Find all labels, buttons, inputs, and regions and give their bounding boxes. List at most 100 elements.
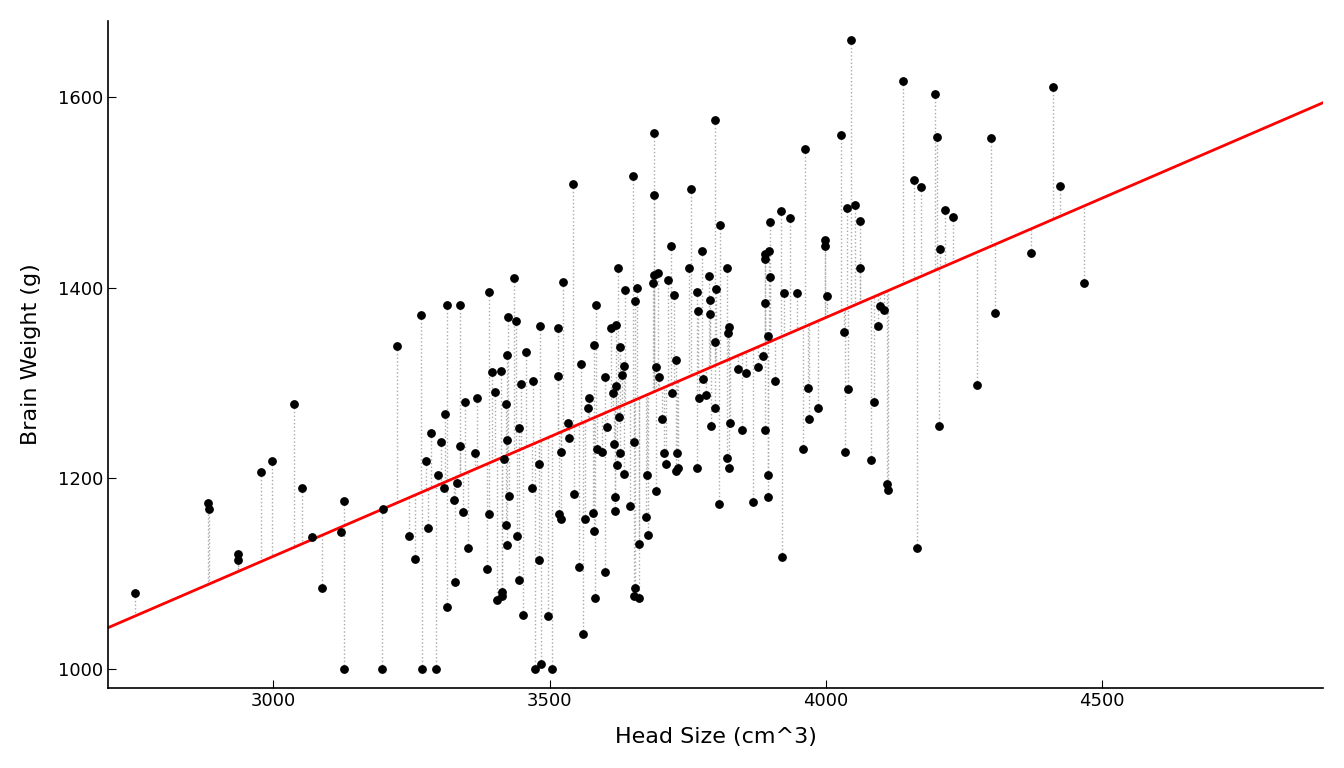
Point xyxy=(505,314,527,326)
Point xyxy=(421,427,442,439)
Point xyxy=(966,379,988,391)
Point xyxy=(628,538,649,550)
Point xyxy=(548,508,570,521)
Point xyxy=(606,458,628,471)
Point xyxy=(716,261,738,273)
Point xyxy=(836,201,857,214)
Point xyxy=(415,455,437,467)
Point xyxy=(622,170,644,182)
Point xyxy=(609,411,630,423)
Point xyxy=(742,495,763,508)
Point xyxy=(292,482,313,494)
Point xyxy=(198,502,219,515)
Point xyxy=(405,552,426,564)
Point xyxy=(251,466,273,478)
Point xyxy=(597,422,618,434)
Y-axis label: Brain Weight (g): Brain Weight (g) xyxy=(22,263,40,445)
Point xyxy=(833,326,855,338)
Point xyxy=(661,386,683,399)
Point xyxy=(719,321,741,333)
Point xyxy=(227,554,249,567)
Point xyxy=(538,610,559,622)
Point xyxy=(602,387,624,399)
Point xyxy=(496,349,517,361)
Point xyxy=(528,458,550,470)
Point xyxy=(663,289,684,301)
Point xyxy=(524,663,546,675)
Point xyxy=(481,366,503,378)
Point xyxy=(582,507,603,519)
Point xyxy=(452,505,473,518)
Point xyxy=(692,372,714,385)
Point xyxy=(716,452,738,465)
Point xyxy=(797,382,818,394)
Point xyxy=(754,296,775,309)
Point xyxy=(434,407,456,419)
Point xyxy=(754,253,775,265)
Point xyxy=(476,563,497,575)
Point xyxy=(466,392,488,404)
Point xyxy=(763,375,785,387)
Point xyxy=(644,127,665,139)
Point xyxy=(770,205,792,217)
Point xyxy=(934,204,956,216)
Point xyxy=(708,498,730,511)
Point xyxy=(759,271,781,283)
Point xyxy=(312,581,333,594)
Point xyxy=(449,299,470,311)
Point xyxy=(636,511,657,523)
X-axis label: Head Size (cm^3): Head Size (cm^3) xyxy=(614,727,816,747)
Point xyxy=(876,478,898,490)
Point xyxy=(620,500,641,512)
Point xyxy=(552,276,574,288)
Point xyxy=(425,663,446,675)
Point xyxy=(411,663,433,675)
Point xyxy=(503,272,524,284)
Point xyxy=(505,529,527,541)
Point xyxy=(521,482,543,494)
Point xyxy=(496,434,517,446)
Point xyxy=(868,319,890,332)
Point xyxy=(860,454,882,466)
Point xyxy=(687,462,708,475)
Point xyxy=(603,505,625,517)
Point xyxy=(386,340,407,353)
Point xyxy=(688,392,710,405)
Point xyxy=(601,322,622,334)
Point xyxy=(578,402,599,415)
Point xyxy=(487,594,508,607)
Point xyxy=(301,531,323,543)
Point xyxy=(624,591,645,603)
Point xyxy=(831,129,852,141)
Point xyxy=(758,244,780,257)
Point xyxy=(478,286,500,299)
Point xyxy=(642,189,664,201)
Point xyxy=(628,592,649,604)
Point xyxy=(691,245,712,257)
Point xyxy=(710,219,731,231)
Point xyxy=(706,283,727,296)
Point xyxy=(227,548,249,561)
Point xyxy=(637,528,659,541)
Point xyxy=(716,326,738,339)
Point xyxy=(614,283,636,296)
Point xyxy=(727,363,749,376)
Point xyxy=(508,574,530,587)
Point xyxy=(465,446,487,458)
Point xyxy=(1020,247,1042,259)
Point xyxy=(930,243,952,255)
Point xyxy=(430,436,452,449)
Point xyxy=(648,266,669,279)
Point xyxy=(550,512,571,525)
Point xyxy=(687,305,708,317)
Point xyxy=(499,489,520,502)
Point xyxy=(680,184,702,196)
Point xyxy=(661,240,683,253)
Point xyxy=(648,371,669,383)
Point xyxy=(642,276,664,289)
Point xyxy=(605,319,626,331)
Point xyxy=(570,358,591,370)
Point xyxy=(594,566,616,578)
Point xyxy=(449,440,470,452)
Point xyxy=(573,628,594,641)
